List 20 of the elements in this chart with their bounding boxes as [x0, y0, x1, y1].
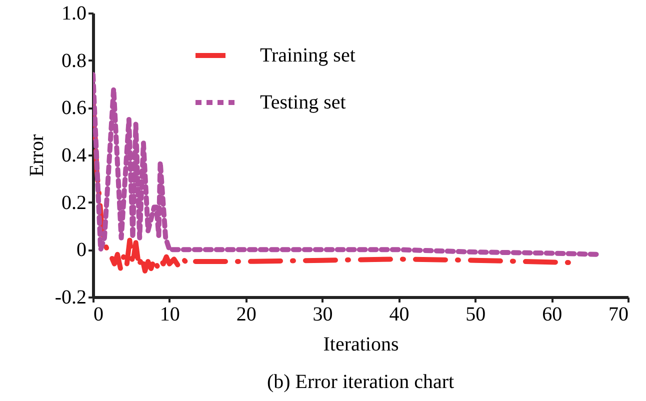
- legend-label: Testing set: [260, 92, 346, 114]
- x-tick-label: 60: [542, 304, 562, 326]
- y-tick-label: 0.4: [62, 144, 86, 166]
- x-tick-label: 0: [94, 304, 104, 326]
- y-tick-label: -0.2: [54, 286, 86, 308]
- x-tick-label: 40: [389, 304, 410, 326]
- x-axis-title: Iterations: [323, 334, 399, 356]
- x-tick-label: 20: [236, 304, 256, 326]
- legend-label: Training set: [260, 44, 356, 66]
- y-tick-label: 0.8: [62, 50, 86, 72]
- x-tick-label: 30: [312, 304, 333, 326]
- x-tick-label: 70: [608, 304, 628, 326]
- y-tick-label: 0: [76, 239, 86, 262]
- y-tick-label: 0.2: [62, 192, 86, 214]
- y-tick-label: 1.0: [62, 2, 86, 24]
- y-tick-label: 0.6: [62, 97, 86, 120]
- y-axis-title: Error: [26, 134, 48, 177]
- x-tick-label: 50: [466, 304, 486, 326]
- text: (b) Error iteration chart: [266, 371, 454, 393]
- x-tick-label: 10: [160, 304, 180, 326]
